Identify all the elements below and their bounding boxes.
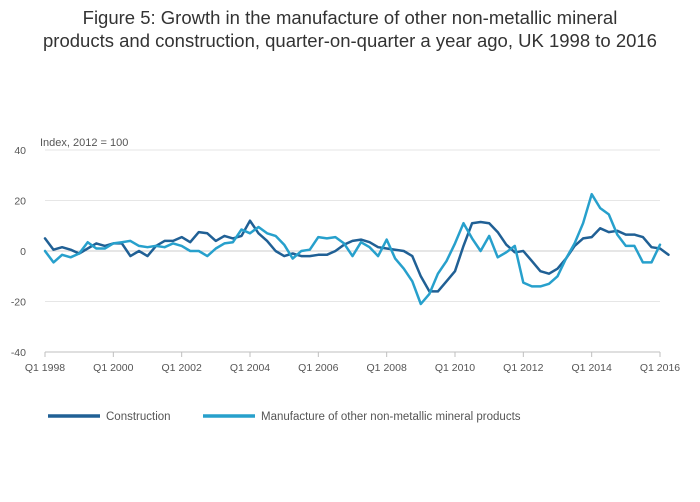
x-tick-label: Q1 2004	[230, 362, 270, 374]
x-tick-label: Q1 1998	[25, 362, 65, 374]
y-tick-label: -40	[11, 347, 26, 359]
y-tick-label: -20	[11, 297, 26, 309]
y-tick-label: 20	[14, 196, 26, 208]
x-tick-label: Q1 2014	[572, 362, 612, 374]
y-tick-label: 0	[20, 246, 26, 258]
y-axis-label: Index, 2012 = 100	[40, 137, 128, 149]
gridlines	[45, 149, 660, 302]
y-axis-ticks: -40 -20 0 20 40	[11, 145, 26, 359]
x-tick-label: Q1 2016	[640, 362, 680, 374]
series-line-2	[43, 192, 662, 306]
series-lines	[43, 192, 670, 306]
x-tick-label: Q1 2008	[367, 362, 407, 374]
y-tick-label: 40	[14, 145, 26, 157]
series-line-1	[43, 219, 670, 293]
legend-label: Manufacture of other non-metallic minera…	[261, 411, 521, 423]
chart-title-line-1: Figure 5: Growth in the manufacture of o…	[82, 7, 618, 28]
x-tick-label: Q1 2010	[435, 362, 475, 374]
x-tick-label: Q1 2002	[162, 362, 202, 374]
x-tick-label: Q1 2000	[93, 362, 133, 374]
x-tick-label: Q1 2012	[503, 362, 543, 374]
legend-label: Construction	[106, 411, 171, 423]
chart-title-line-2: products and construction, quarter-on-qu…	[43, 30, 657, 51]
x-axis-ticks: Q1 1998 Q1 2000 Q1 2002 Q1 2004 Q1 2006 Q1 20…	[25, 352, 680, 374]
x-tick-label: Q1 2006	[298, 362, 338, 374]
chart-title: Figure 5: Growth in the manufacture of o…	[0, 6, 700, 52]
legend: Construction Manufacture of other non-met…	[48, 411, 521, 423]
